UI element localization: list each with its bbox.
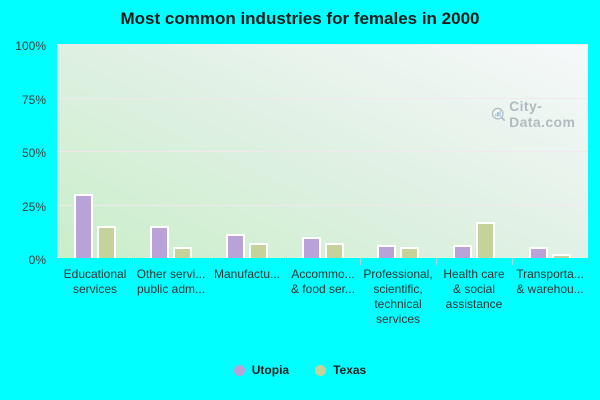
watermark: City-Data.com <box>491 98 588 130</box>
x-axis-tick-1 <box>133 258 134 265</box>
legend-item-utopia: Utopia <box>233 363 290 377</box>
bar-texas-1 <box>173 247 192 258</box>
bar-utopia-4 <box>377 245 396 258</box>
bar-texas-0 <box>97 226 116 258</box>
x-axis-tick-4 <box>360 258 361 265</box>
gridline-75 <box>57 98 588 99</box>
gridline-100 <box>57 44 588 45</box>
x-axis-tick-3 <box>285 258 286 265</box>
x-axis-tick-5 <box>436 258 437 265</box>
x-axis-label-4: Professional, scientific, technical service… <box>363 267 433 326</box>
legend-item-texas: Texas <box>315 363 366 377</box>
magnifier-barchart-icon <box>491 107 506 121</box>
page-title: Most common industries for females in 20… <box>120 9 480 28</box>
gridline-50 <box>57 151 588 152</box>
bar-texas-4 <box>400 247 419 258</box>
legend: Utopia Texas <box>0 363 600 377</box>
bar-utopia-5 <box>453 245 472 258</box>
bar-texas-2 <box>249 243 268 258</box>
x-axis-label-5: Health care & social assistance <box>443 267 505 311</box>
bar-texas-6 <box>552 254 571 258</box>
legend-swatch-utopia <box>233 364 245 376</box>
x-axis-tick-2 <box>209 258 210 265</box>
y-axis-label-0: 0% <box>28 253 46 267</box>
y-axis-label-100: 100% <box>15 39 46 53</box>
bar-utopia-1 <box>150 226 169 258</box>
x-axis-label-0: Educational services <box>63 267 127 296</box>
y-axis-label-75: 75% <box>21 93 46 107</box>
bar-utopia-2 <box>226 234 245 258</box>
legend-label-utopia: Utopia <box>251 363 290 377</box>
bar-texas-5 <box>476 222 495 258</box>
legend-label-texas: Texas <box>333 363 367 377</box>
bar-utopia-3 <box>302 237 321 258</box>
x-axis-label-1: Other servi... public adm... <box>136 267 206 296</box>
chart-plot-area: City-Data.com <box>57 44 588 258</box>
bar-texas-3 <box>325 243 344 258</box>
bar-utopia-0 <box>74 194 93 258</box>
x-axis-label-2: Manufactu... <box>213 267 281 281</box>
legend-swatch-texas <box>315 364 327 376</box>
bar-utopia-6 <box>529 247 548 258</box>
y-axis-label-50: 50% <box>21 146 46 160</box>
watermark-text: City-Data.com <box>509 98 576 130</box>
y-axis-label-25: 25% <box>21 200 46 214</box>
x-axis-label-6: Transporta... & warehou... <box>516 267 584 296</box>
gridline-25 <box>57 205 588 206</box>
x-axis-label-3: Accommo... & food ser... <box>290 267 356 296</box>
x-axis-tick-6 <box>512 258 513 265</box>
